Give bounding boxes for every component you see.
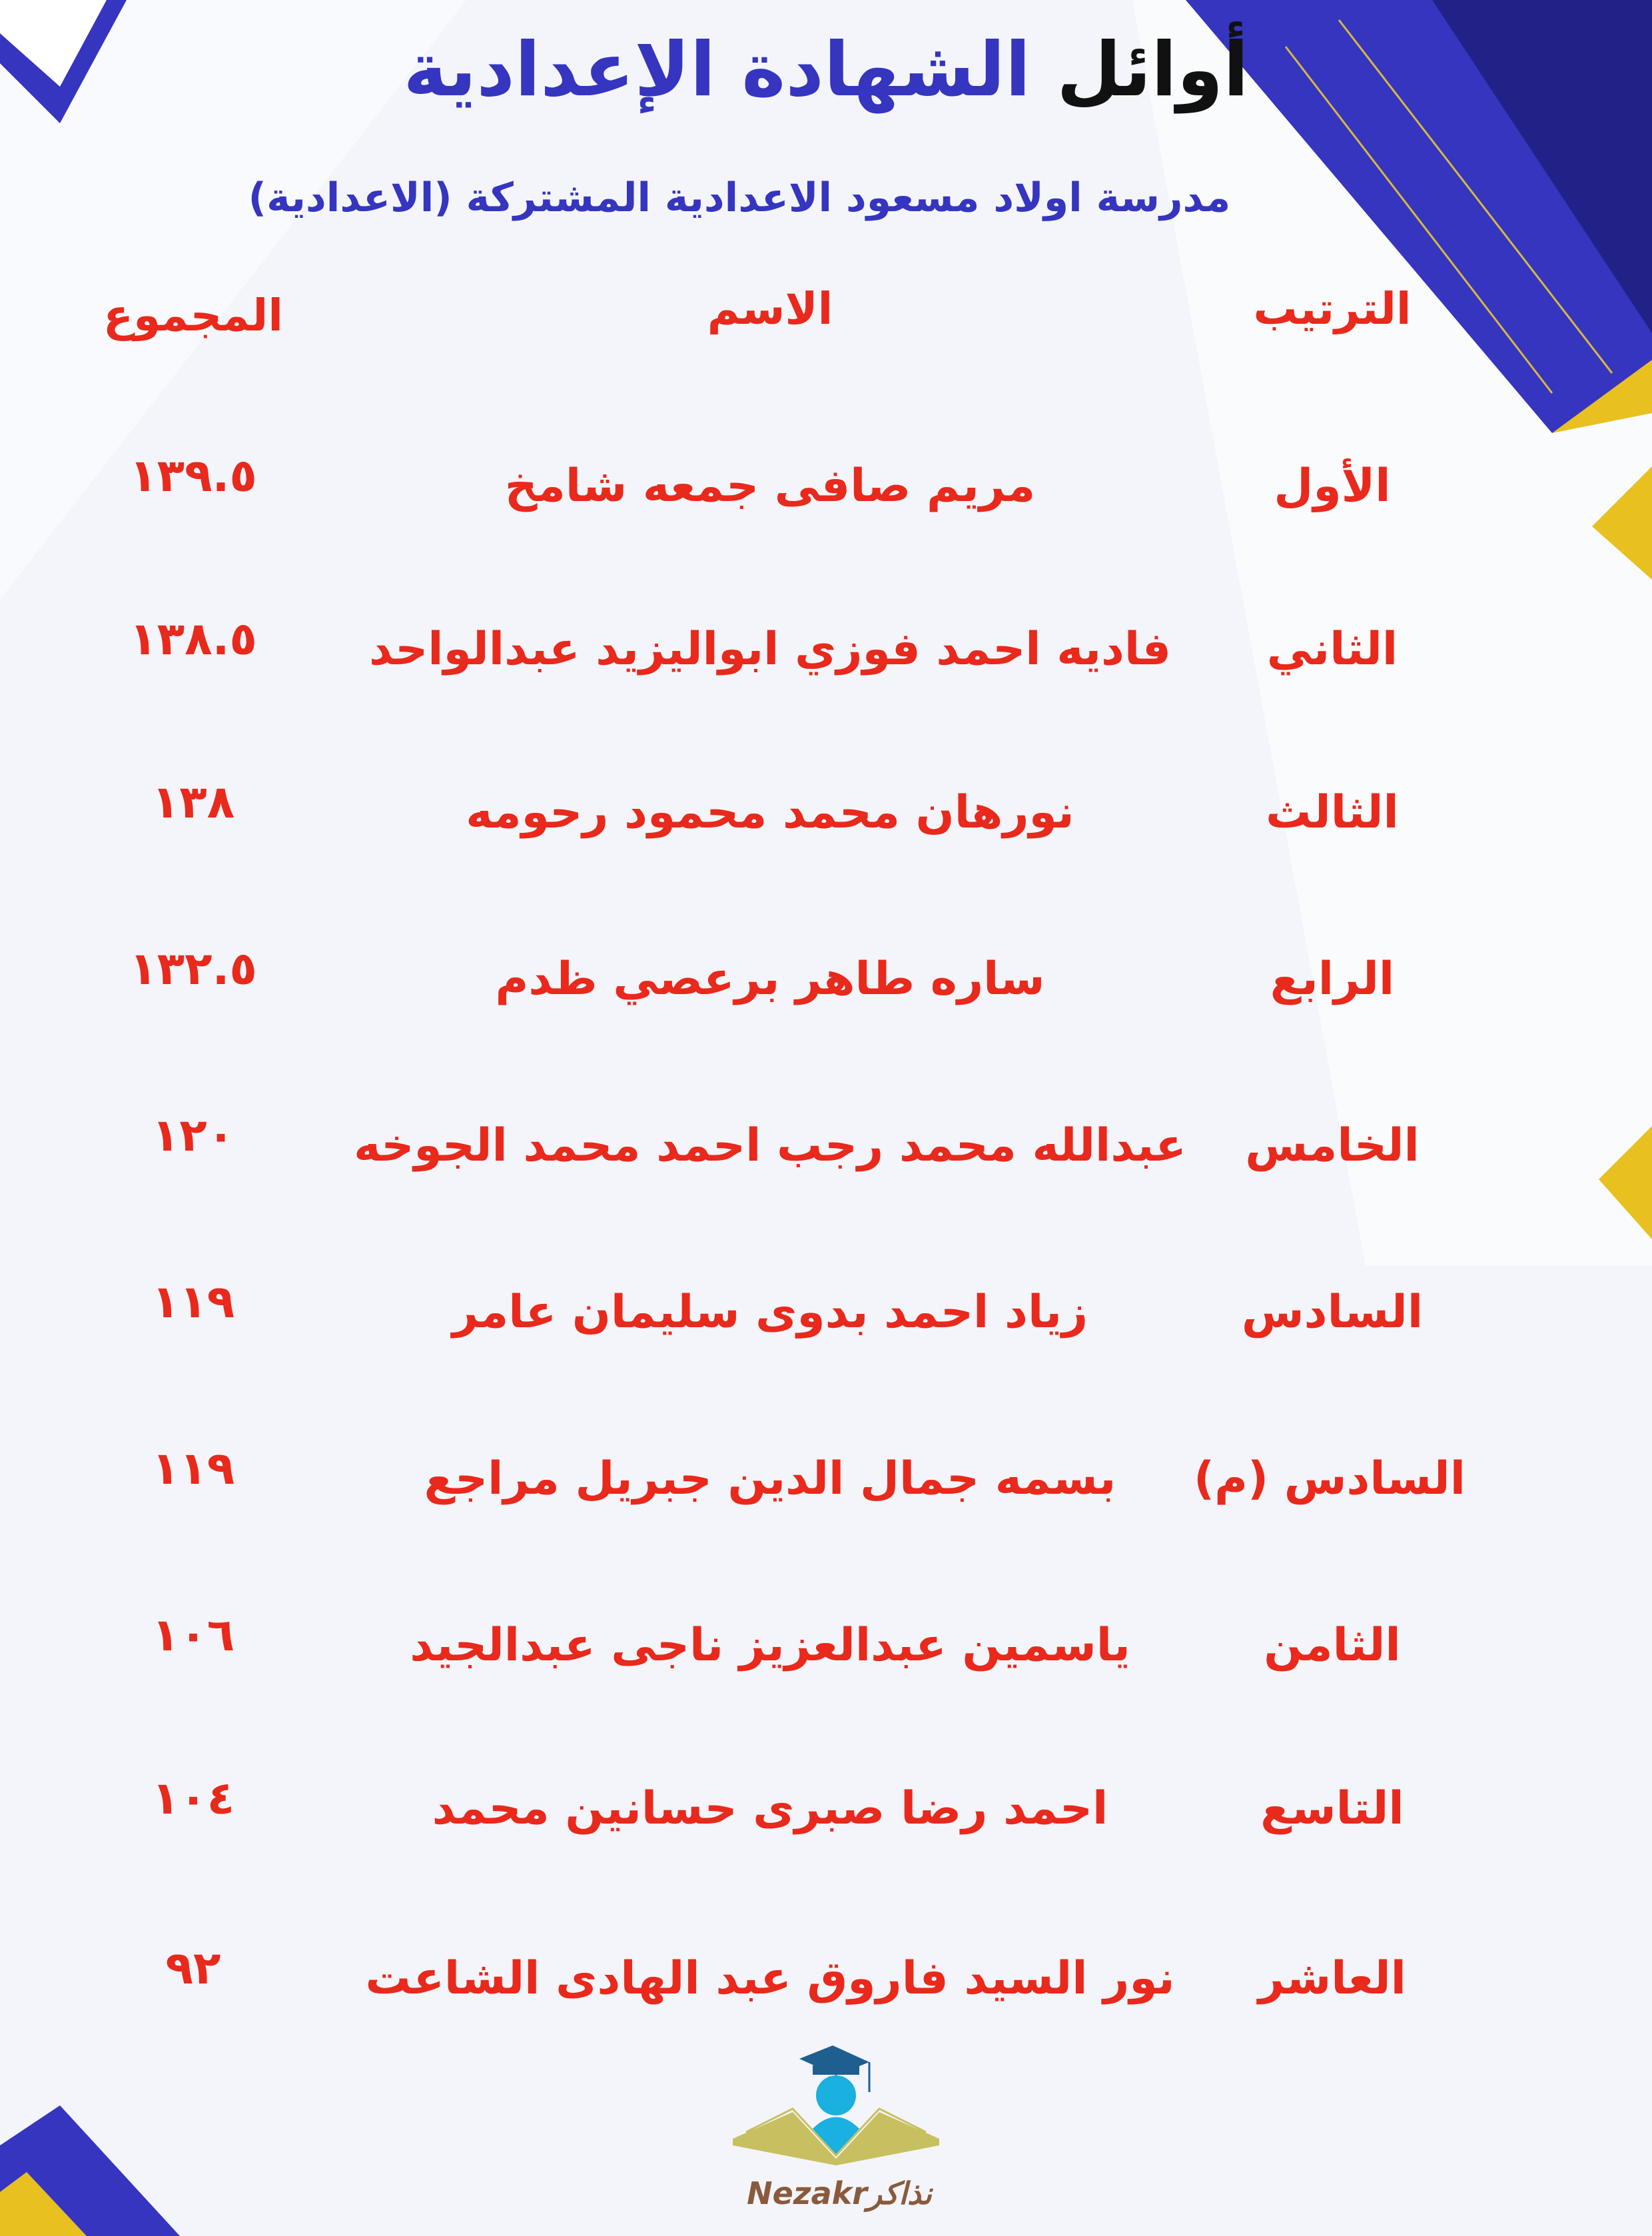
- total-cell: ١٣٨: [151, 776, 235, 829]
- total-cell: ١١٩: [151, 1276, 235, 1329]
- name-cell: ساره طاهر برعصي ظدم: [495, 953, 1045, 1005]
- total-cell: ٩٢: [165, 1942, 221, 1995]
- rank-cell: الثالث: [1266, 786, 1399, 839]
- header-name: الاسم: [707, 283, 833, 334]
- rank-cell: السادس: [1241, 1286, 1424, 1339]
- rank-cell: العاشر: [1258, 1952, 1406, 2005]
- total-cell: ١٢٠: [151, 1109, 235, 1162]
- name-cell: نورهان محمد محمود رحومه: [466, 786, 1074, 839]
- total-cell: ١١٩: [151, 1442, 235, 1495]
- rank-cell: الرابع: [1270, 953, 1395, 1005]
- total-cell: ١٠٤: [151, 1772, 235, 1825]
- title-part2: الشهادة الإعدادية: [403, 27, 1031, 113]
- rank-cell: الخامس: [1245, 1119, 1420, 1172]
- page-title: أوائل الشهادة الإعدادية: [0, 27, 1652, 113]
- total-cell: ١٣٩.٥: [129, 450, 257, 502]
- header-rank: الترتيب: [1253, 283, 1412, 334]
- nezakr-logo: Nezakrنذاكر: [726, 2045, 953, 2219]
- rank-cell: الثامن: [1264, 1619, 1401, 1672]
- name-cell: زياد احمد بدوى سليمان عامر: [452, 1286, 1088, 1339]
- logo-arabic: نذاكر: [867, 2175, 932, 2211]
- name-cell: فاديه احمد فوزي ابواليزيد عبدالواحد: [369, 623, 1171, 676]
- title-part1: أوائل: [1056, 27, 1249, 113]
- logo-latin: Nezakr: [747, 2175, 867, 2211]
- name-cell: ياسمين عبدالعزيز ناجى عبدالجيد: [410, 1619, 1130, 1672]
- total-cell: ١٣٨.٥: [129, 613, 257, 666]
- total-cell: ١٠٦: [151, 1609, 235, 1662]
- school-name: مدرسة اولاد مسعود الاعدادية المشتركة (ال…: [248, 175, 1231, 221]
- rank-cell: الثاني: [1266, 623, 1398, 676]
- rank-cell: الأول: [1274, 460, 1391, 512]
- graduate-book-icon: [733, 2045, 939, 2165]
- header-total: المجموع: [103, 290, 283, 341]
- name-cell: عبدالله محمد رجب احمد محمد الجوخه: [354, 1119, 1186, 1172]
- name-cell: نور السيد فاروق عبد الهادى الشاعت: [365, 1952, 1175, 2005]
- name-cell: مريم صافى جمعه شامخ: [504, 460, 1036, 512]
- name-cell: احمد رضا صبرى حسانين محمد: [432, 1782, 1108, 1835]
- rank-cell: التاسع: [1260, 1782, 1404, 1835]
- rank-cell: السادس (م): [1194, 1452, 1465, 1505]
- total-cell: ١٣٢.٥: [129, 943, 257, 995]
- name-cell: بسمه جمال الدين جبريل مراجع: [424, 1452, 1116, 1505]
